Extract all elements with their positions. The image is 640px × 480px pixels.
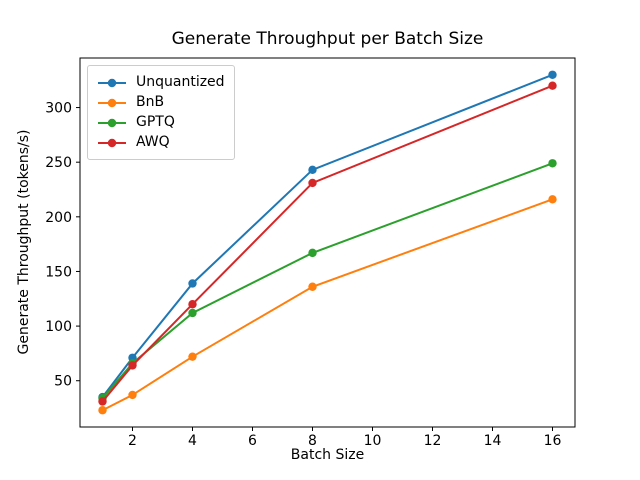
data-point-gptq-batch16 bbox=[548, 159, 557, 168]
y-tick-label: 300 bbox=[45, 101, 72, 117]
legend: Unquantized BnB GPTQ AWQ bbox=[87, 65, 235, 160]
x-tick-label: 4 bbox=[188, 433, 197, 449]
data-point-awq-batch1 bbox=[98, 397, 107, 406]
data-point-bnb-batch16 bbox=[548, 195, 557, 204]
data-point-bnb-batch2 bbox=[128, 390, 137, 400]
y-tick-label: 150 bbox=[45, 264, 72, 280]
legend-label: GPTQ bbox=[136, 114, 175, 130]
legend-item-awq: AWQ bbox=[97, 133, 225, 152]
legend-marker-awq bbox=[98, 138, 126, 147]
data-point-unquantized-batch8 bbox=[308, 165, 317, 175]
data-point-awq-batch2 bbox=[128, 361, 137, 370]
data-point-unquantized-batch16 bbox=[548, 70, 557, 79]
data-point-bnb-batch8 bbox=[308, 282, 317, 291]
legend-item-gptq: GPTQ bbox=[97, 113, 225, 132]
data-point-awq-batch16 bbox=[548, 81, 557, 90]
x-axis-label: Batch Size bbox=[290, 447, 365, 463]
series-line-bnb bbox=[102, 198, 553, 412]
x-tick-label: 8 bbox=[308, 433, 317, 449]
x-tick-label: 6 bbox=[248, 433, 257, 449]
legend-marker-gptq bbox=[98, 118, 126, 127]
y-tick-label: 50 bbox=[54, 374, 72, 390]
data-point-gptq-batch4 bbox=[188, 308, 197, 318]
y-tick-label: 250 bbox=[45, 155, 72, 171]
legend-marker-unquantized bbox=[98, 78, 126, 87]
y-axis-label: Generate Throughput (tokens/s) bbox=[16, 129, 32, 355]
x-tick-label: 10 bbox=[364, 433, 382, 449]
data-point-gptq-batch8 bbox=[308, 248, 317, 258]
x-tick-label: 16 bbox=[544, 433, 562, 449]
legend-marker-bnb bbox=[98, 98, 126, 107]
chart-title: Generate Throughput per Batch Size bbox=[171, 29, 484, 49]
x-tick-label: 12 bbox=[424, 433, 442, 449]
legend-label: BnB bbox=[136, 94, 165, 110]
plot-border bbox=[79, 57, 576, 428]
x-tick-label: 14 bbox=[484, 433, 502, 449]
y-tick-label: 200 bbox=[45, 210, 72, 226]
legend-label: AWQ bbox=[136, 134, 170, 150]
data-point-bnb-batch1 bbox=[98, 406, 107, 415]
legend-label: Unquantized bbox=[136, 74, 225, 90]
x-tick-label: 2 bbox=[128, 433, 137, 449]
legend-item-bnb: BnB bbox=[97, 93, 225, 112]
y-tick-label: 100 bbox=[45, 319, 72, 335]
legend-item-unquantized: Unquantized bbox=[97, 73, 225, 92]
data-point-awq-batch8 bbox=[308, 178, 317, 188]
data-point-awq-batch4 bbox=[188, 300, 197, 309]
data-point-unquantized-batch4 bbox=[188, 279, 197, 288]
data-point-bnb-batch4 bbox=[188, 352, 197, 361]
